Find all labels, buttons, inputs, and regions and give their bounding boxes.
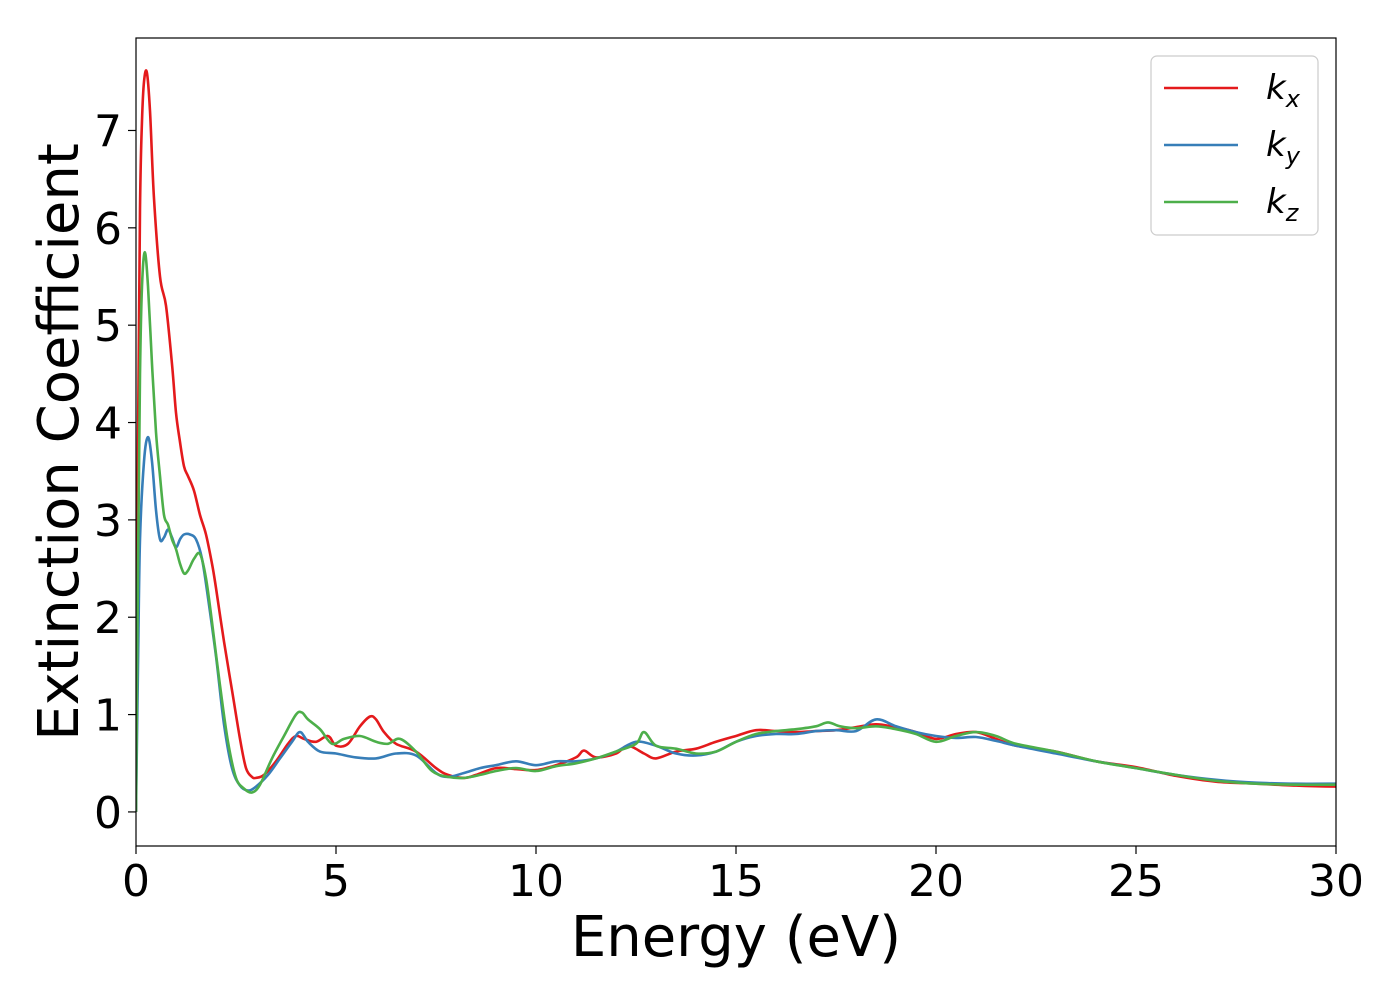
series-line-kz [136, 250, 1336, 812]
x-tick-label: 0 [122, 856, 150, 907]
y-tick-label: 5 [94, 301, 122, 352]
x-axis-ticks: 0 5 10 15 20 25 30 [122, 846, 1364, 907]
y-axis-label: Extinction Coefficient [27, 143, 92, 741]
y-tick-label: 1 [94, 691, 122, 742]
y-tick-label: 4 [94, 399, 122, 450]
y-tick-label: 2 [94, 593, 122, 644]
x-tick-label: 15 [708, 856, 764, 907]
y-axis-ticks: 0 1 2 3 4 5 6 7 [94, 106, 136, 839]
y-tick-label: 3 [94, 496, 122, 547]
legend: kx ky kz [1150, 55, 1319, 236]
x-tick-label: 20 [908, 856, 964, 907]
x-tick-label: 5 [322, 856, 350, 907]
legend-label-kz: kz [1266, 182, 1300, 227]
y-tick-label: 0 [94, 788, 122, 839]
x-tick-label: 10 [508, 856, 564, 907]
x-tick-label: 25 [1108, 856, 1164, 907]
plot-background [136, 38, 1336, 846]
x-tick-label: 30 [1308, 856, 1364, 907]
y-tick-label: 7 [94, 106, 122, 157]
y-tick-label: 6 [94, 204, 122, 255]
legend-label-ky: ky [1266, 125, 1301, 170]
series-lines [136, 69, 1336, 812]
legend-label-kx: kx [1266, 68, 1301, 113]
x-axis-label: Energy (eV) [571, 905, 901, 970]
